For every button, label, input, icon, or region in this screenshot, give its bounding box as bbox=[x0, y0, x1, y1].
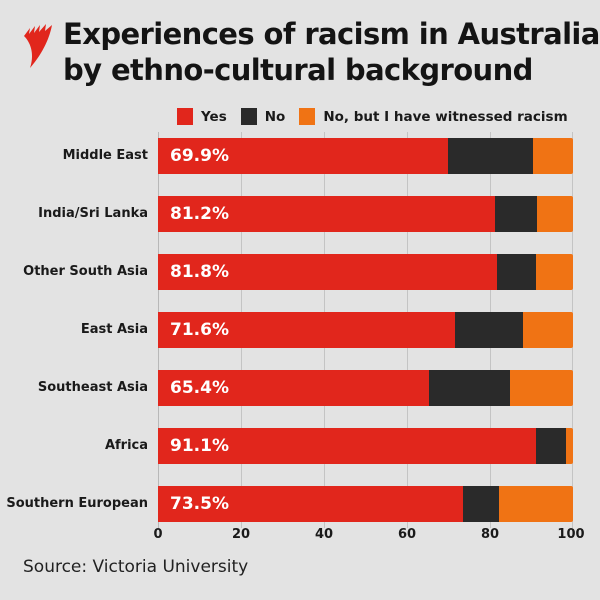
bar-row: 71.6% bbox=[158, 312, 573, 348]
bar-segment-yes: 69.9% bbox=[158, 138, 449, 174]
plot-area: 69.9% 81.2% 81.8% 71.6% 65.4% 91.1% 73.5% bbox=[158, 132, 573, 528]
bar-segment-witnessed bbox=[536, 196, 573, 232]
legend-label: Yes bbox=[201, 108, 227, 125]
legend: Yes No No, but I have witnessed racism bbox=[177, 108, 582, 125]
bar-segment-no bbox=[429, 370, 510, 406]
bar-segment-no bbox=[455, 312, 523, 348]
bar-segment-witnessed bbox=[535, 254, 573, 290]
legend-label: No, but I have witnessed racism bbox=[323, 108, 568, 125]
value-label: 81.2% bbox=[170, 204, 229, 224]
category-label: Southeast Asia bbox=[37, 380, 148, 395]
x-tick: 60 bbox=[397, 527, 417, 542]
bar-segment-yes: 91.1% bbox=[158, 428, 537, 464]
bar-segment-yes: 81.8% bbox=[158, 254, 498, 290]
category-label: East Asia bbox=[80, 322, 148, 337]
chart-title: Experiences of racism in Australia by et… bbox=[63, 16, 600, 88]
legend-swatch-yes bbox=[177, 108, 193, 125]
legend-swatch-no bbox=[240, 108, 257, 125]
x-tick: 20 bbox=[231, 527, 251, 542]
bar-row: 81.8% bbox=[158, 254, 573, 290]
category-label: India/Sri Lanka bbox=[38, 206, 148, 221]
bar-segment-no bbox=[497, 254, 536, 290]
category-label: Southern European bbox=[6, 496, 148, 511]
title-line-2: by ethno-cultural background bbox=[63, 53, 533, 87]
bar-row: 73.5% bbox=[158, 486, 573, 522]
x-tick: 0 bbox=[153, 527, 163, 542]
bar-row: 65.4% bbox=[158, 370, 573, 406]
source-note: Source: Victoria University bbox=[23, 557, 249, 577]
bar-segment-witnessed bbox=[499, 486, 573, 522]
bar-segment-witnessed bbox=[522, 312, 573, 348]
legend-item-yes: Yes bbox=[177, 108, 227, 125]
legend-label: No bbox=[264, 108, 286, 125]
category-label: Other South Asia bbox=[23, 264, 148, 279]
bar-segment-no bbox=[463, 486, 500, 522]
bar-segment-witnessed bbox=[565, 428, 573, 464]
value-label: 91.1% bbox=[170, 436, 229, 456]
value-label: 65.4% bbox=[170, 378, 229, 398]
x-tick: 80 bbox=[480, 527, 500, 542]
category-label: Africa bbox=[104, 438, 148, 453]
bar-row: 81.2% bbox=[158, 196, 573, 232]
bar-segment-yes: 81.2% bbox=[158, 196, 495, 232]
value-label: 71.6% bbox=[170, 320, 229, 340]
bar-segment-witnessed bbox=[533, 138, 573, 174]
x-tick: 40 bbox=[314, 527, 334, 542]
bar-row: 91.1% bbox=[158, 428, 573, 464]
value-label: 81.8% bbox=[170, 262, 229, 282]
bar-segment-yes: 71.6% bbox=[158, 312, 456, 348]
bar-segment-no bbox=[536, 428, 566, 464]
bar-segment-yes: 65.4% bbox=[158, 370, 430, 406]
bar-row: 69.9% bbox=[158, 138, 573, 174]
bar-segment-no bbox=[448, 138, 534, 174]
category-label: Middle East bbox=[62, 148, 148, 163]
title-line-1: Experiences of racism in Australia bbox=[63, 17, 600, 51]
sbs-logo-icon bbox=[24, 24, 52, 68]
legend-item-no: No bbox=[240, 108, 286, 125]
legend-item-witnessed: No, but I have witnessed racism bbox=[299, 108, 568, 125]
bar-segment-witnessed bbox=[509, 370, 573, 406]
legend-swatch-witnessed bbox=[299, 108, 316, 125]
value-label: 73.5% bbox=[170, 494, 229, 514]
x-tick: 100 bbox=[557, 527, 585, 542]
bar-segment-yes: 73.5% bbox=[158, 486, 464, 522]
value-label: 69.9% bbox=[170, 146, 229, 166]
bar-segment-no bbox=[494, 196, 537, 232]
